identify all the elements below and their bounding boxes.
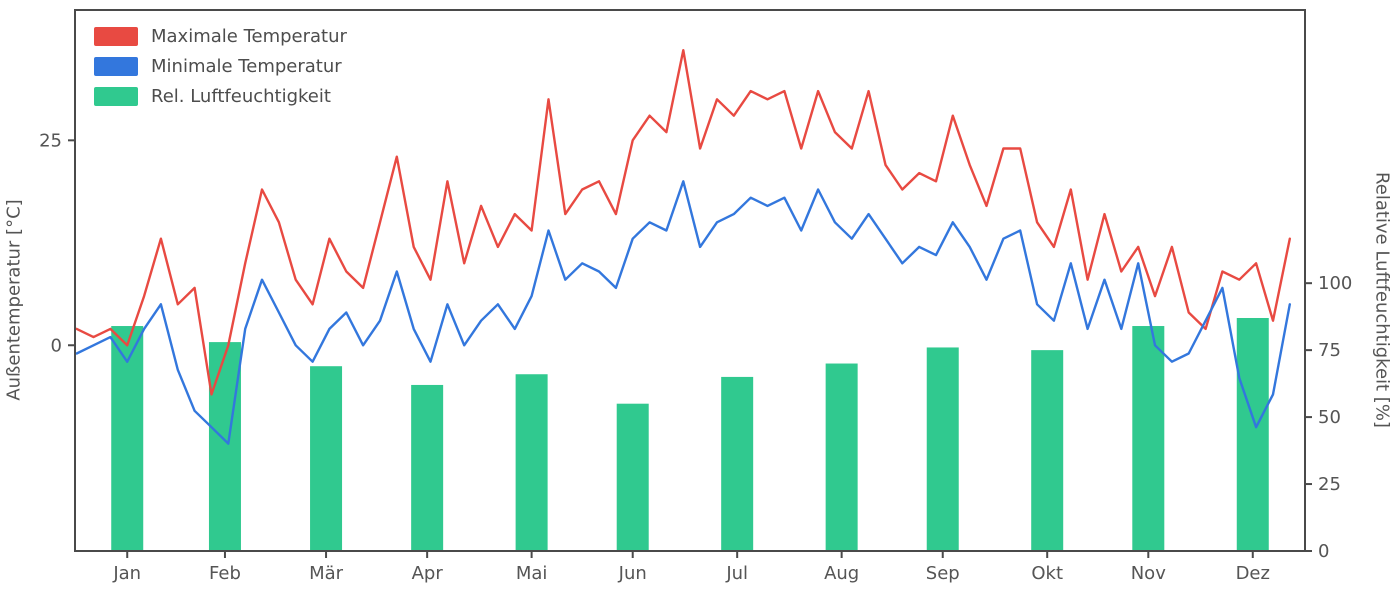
legend-label: Maximale Temperatur xyxy=(151,26,347,47)
humidity-bar xyxy=(515,374,548,551)
x-tick-label: Apr xyxy=(412,563,444,584)
left-y-tick-label: 25 xyxy=(39,130,62,151)
humidity-bar xyxy=(721,376,754,551)
x-tick-label: Jun xyxy=(618,563,647,584)
min-temp-swatch xyxy=(94,57,138,76)
x-tick-label: Dez xyxy=(1236,563,1270,584)
legend-entry-humidity: Rel. Luftfeuchtigkeit xyxy=(94,86,347,107)
x-tick-label: Jul xyxy=(725,563,748,584)
axes-spines xyxy=(74,9,1306,552)
humidity-bar xyxy=(1031,350,1064,551)
legend: Maximale Temperatur Minimale Temperatur … xyxy=(94,26,347,107)
right-y-tick-label: 0 xyxy=(1318,541,1329,562)
right-y-axis-label: Relative Luftfeuchtigkeit [%] xyxy=(1371,172,1393,428)
humidity-bar xyxy=(208,342,241,551)
x-tick-label: Aug xyxy=(824,563,859,584)
humidity-bar xyxy=(1132,326,1165,551)
x-tick-label: Feb xyxy=(209,563,241,584)
x-tick-label: Okt xyxy=(1031,563,1063,584)
x-tick-label: Jan xyxy=(112,563,141,584)
humidity-bar xyxy=(616,403,649,551)
right-y-tick-label: 25 xyxy=(1318,474,1341,495)
legend-entry-max-temp: Maximale Temperatur xyxy=(94,26,347,47)
x-tick-label: Mär xyxy=(309,563,344,584)
left-y-axis-label: Außentemperatur [°C] xyxy=(3,199,25,401)
humidity-bar xyxy=(411,384,444,551)
x-tick-label: Nov xyxy=(1131,563,1166,584)
humidity-swatch xyxy=(94,87,138,106)
legend-label: Minimale Temperatur xyxy=(151,56,342,77)
x-tick-label: Sep xyxy=(926,563,960,584)
max-temp-swatch xyxy=(94,27,138,46)
left-y-tick-label: 0 xyxy=(51,335,62,356)
x-tick-label: Mai xyxy=(516,563,548,584)
humidity-bar xyxy=(825,363,858,551)
humidity-bar xyxy=(1236,317,1269,551)
humidity-bar xyxy=(310,366,343,551)
min-temp-line xyxy=(75,180,1292,445)
humidity-bar xyxy=(111,326,144,551)
right-y-tick-label: 50 xyxy=(1318,407,1341,428)
right-y-tick-label: 100 xyxy=(1318,273,1352,294)
legend-entry-min-temp: Minimale Temperatur xyxy=(94,56,347,77)
max-temp-line xyxy=(75,49,1292,396)
legend-label: Rel. Luftfeuchtigkeit xyxy=(151,86,331,107)
humidity-bar xyxy=(926,347,959,551)
right-y-tick-label: 75 xyxy=(1318,340,1341,361)
